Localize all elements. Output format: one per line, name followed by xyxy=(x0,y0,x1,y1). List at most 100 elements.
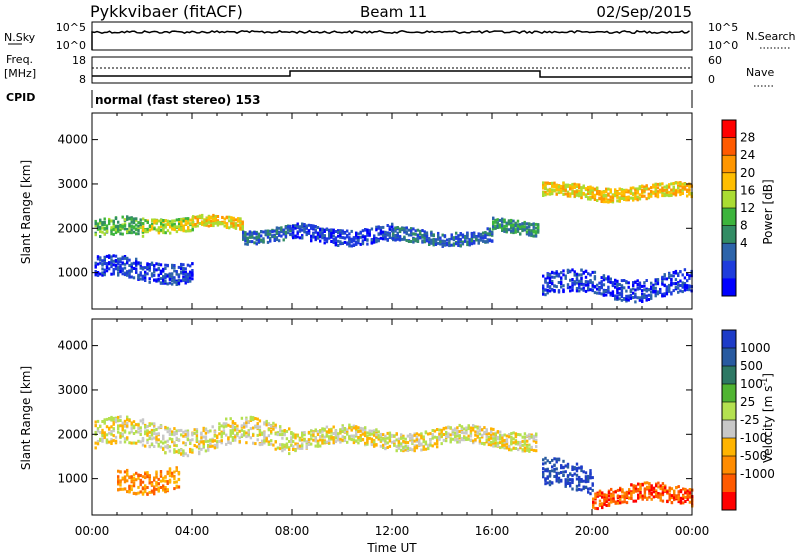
velocity-cell xyxy=(341,426,344,430)
velocity-cell xyxy=(605,500,608,504)
power-cell xyxy=(652,183,655,187)
velocity-cell xyxy=(485,428,488,432)
power-cell xyxy=(501,223,504,227)
power-cell xyxy=(310,239,313,243)
power-cell xyxy=(634,280,637,284)
power-cell xyxy=(457,234,460,238)
power-cell xyxy=(636,296,639,300)
velocity-cell xyxy=(108,417,111,420)
x-tick-label: 16:00 xyxy=(475,524,510,538)
velocity-cell xyxy=(290,437,293,441)
power-cell xyxy=(602,290,606,294)
power-cell xyxy=(584,289,588,293)
power-cell xyxy=(430,233,433,237)
power-cell xyxy=(647,187,651,191)
power-cell xyxy=(484,231,487,234)
velocity-cell xyxy=(254,417,257,420)
velocity-cell xyxy=(395,438,398,442)
velocity-cell xyxy=(420,436,423,440)
velocity-cell xyxy=(146,429,149,433)
velocity-cell xyxy=(155,428,158,431)
velocity-cell xyxy=(132,473,136,477)
power-cell xyxy=(248,235,252,239)
velocity-cell xyxy=(634,484,638,488)
power-cell xyxy=(566,194,570,198)
power-cell xyxy=(244,239,247,243)
power-cell xyxy=(307,223,311,227)
velocity-cell xyxy=(94,446,97,450)
power-cell xyxy=(627,198,630,202)
velocity-cell xyxy=(652,486,656,490)
power-cell xyxy=(207,220,211,224)
velocity-cell xyxy=(456,440,459,444)
velocity-cell xyxy=(551,469,554,473)
power-cell xyxy=(175,280,178,284)
power-cell xyxy=(553,271,556,275)
velocity-cell xyxy=(159,470,163,473)
power-cell xyxy=(663,294,666,298)
power-cell xyxy=(496,224,499,228)
velocity-cell xyxy=(144,487,147,491)
velocity-cell xyxy=(447,435,450,439)
power-cell xyxy=(614,297,617,301)
velocity-cell xyxy=(135,492,138,496)
velocity-cell xyxy=(639,482,642,486)
power-cell xyxy=(278,231,281,235)
velocity-cell xyxy=(249,436,253,440)
noise-left-tick-bottom: 10^0 xyxy=(56,39,86,52)
power-cell xyxy=(246,232,249,236)
velocity-cell xyxy=(341,430,344,433)
power-cell xyxy=(607,287,610,291)
velocity-cell xyxy=(112,434,115,438)
power-cell xyxy=(164,281,167,285)
power-cell xyxy=(228,215,231,219)
power-cell xyxy=(618,287,621,291)
velocity-cell xyxy=(171,471,174,475)
velocity-cell xyxy=(175,432,178,436)
power-cell xyxy=(647,293,651,297)
velocity-cell xyxy=(357,437,360,441)
power-cell xyxy=(175,283,178,286)
velocity-cell xyxy=(510,432,513,435)
power-cell xyxy=(616,296,619,300)
velocity-cell xyxy=(610,487,613,491)
power-cell xyxy=(242,233,245,237)
power-cell xyxy=(323,241,326,245)
power-cell xyxy=(225,226,229,229)
power-cell xyxy=(625,281,628,285)
velocity-cell xyxy=(535,440,538,444)
power-cell xyxy=(654,190,657,194)
velocity-cell xyxy=(153,422,156,426)
velocity-cell xyxy=(316,430,320,433)
noise-panel: N.Sky 10^5 10^0 10^5 10^0 N.Search xyxy=(4,21,796,52)
velocity-cell xyxy=(157,487,160,491)
velocity-cell xyxy=(499,430,502,434)
power-cell xyxy=(186,274,190,278)
power-cell xyxy=(101,226,104,230)
power-cell xyxy=(634,292,637,296)
power-cell xyxy=(196,217,199,221)
velocity-cell xyxy=(388,437,392,440)
velocity-cell xyxy=(283,445,286,449)
velocity-cell xyxy=(440,428,443,432)
velocity-cell xyxy=(519,444,522,448)
velocity-cell xyxy=(213,443,217,447)
power-cell xyxy=(679,193,682,197)
velocity-cell xyxy=(198,444,201,448)
power-cell xyxy=(157,277,160,281)
power-cell xyxy=(330,240,333,243)
velocity-cell xyxy=(348,426,351,430)
velocity-colorbar-swatch xyxy=(722,474,736,493)
velocity-colorbar-tick-label: -25 xyxy=(740,413,760,427)
velocity-cell xyxy=(247,421,250,424)
velocity-cell xyxy=(544,461,547,465)
velocity-cell xyxy=(569,481,572,485)
velocity-cell xyxy=(184,433,187,437)
power-cell xyxy=(260,234,263,238)
velocity-cell xyxy=(427,432,430,436)
velocity-cell xyxy=(501,439,504,443)
power-cell xyxy=(661,275,664,279)
power-cell xyxy=(468,241,471,245)
power-cell xyxy=(652,283,655,287)
